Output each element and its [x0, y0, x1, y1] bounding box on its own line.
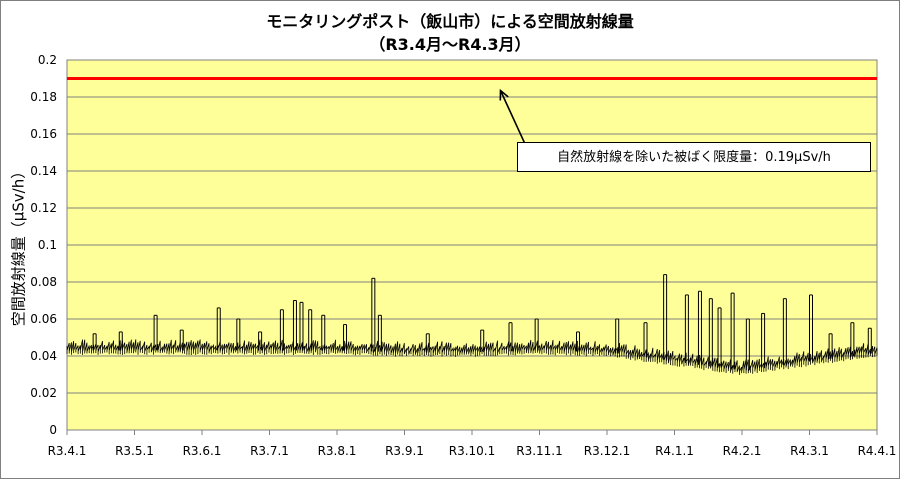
x-tick-label: R3.5.1 — [115, 444, 154, 458]
annotation-box: 自然放射線を除いた被ばく限度量：0.19μSv/h — [517, 142, 871, 172]
x-tick-label: R3.9.1 — [385, 444, 424, 458]
y-tick-label: 0.02 — [30, 386, 57, 400]
annotation-arrow-head — [499, 88, 509, 101]
y-tick-label: 0.16 — [30, 127, 57, 141]
y-tick-label: 0.12 — [30, 201, 57, 215]
x-tick-label: R4.4.1 — [858, 444, 897, 458]
chart-title: モニタリングポスト（飯山市）による空間放射線量 — [266, 12, 634, 31]
chart-subtitle: （R3.4月～R4.3月） — [369, 35, 531, 54]
x-tick-label: R4.2.1 — [723, 444, 762, 458]
y-tick-label: 0.04 — [30, 349, 57, 363]
y-tick-label: 0.06 — [30, 312, 57, 326]
x-tick-label: R3.11.1 — [516, 444, 563, 458]
x-tick-label: R4.3.1 — [790, 444, 829, 458]
series-line — [66, 339, 878, 375]
y-tick-label: 0.2 — [38, 53, 57, 67]
annotation-arrow — [499, 90, 527, 146]
x-tick-label: R4.1.1 — [655, 444, 694, 458]
y-tick-label: 0.08 — [30, 275, 57, 289]
x-tick-label: R3.12.1 — [584, 444, 631, 458]
x-tick-label: R3.8.1 — [318, 444, 357, 458]
y-tick-label: 0.14 — [30, 164, 57, 178]
x-tick-label: R3.7.1 — [250, 444, 289, 458]
x-tick-label: R3.6.1 — [183, 444, 222, 458]
x-tick-label: R3.10.1 — [449, 444, 496, 458]
y-tick-label: 0.1 — [38, 238, 57, 252]
y-tick-label: 0 — [49, 423, 57, 437]
y-tick-label: 0.18 — [30, 90, 57, 104]
x-tick-label: R3.4.1 — [48, 444, 87, 458]
